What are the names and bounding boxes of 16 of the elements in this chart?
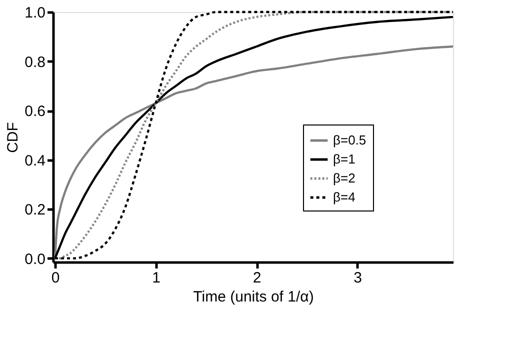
y-tick-label: 0.6 <box>24 103 46 120</box>
x-tick-label: 1 <box>152 270 160 286</box>
y-tick-label: 1.0 <box>24 4 46 22</box>
y-tick-label: 0.0 <box>24 250 46 268</box>
x-axis-title: Time (units of 1/α) <box>193 288 314 306</box>
y-tick-label: 0.4 <box>24 152 46 170</box>
legend-label: β=0.5 <box>333 132 366 148</box>
legend-label: β=1 <box>333 152 356 166</box>
legend-label: β=4 <box>333 190 356 204</box>
x-tick-label: 2 <box>252 270 262 286</box>
legend-label: β=2 <box>333 170 356 186</box>
y-tick-label: 0.2 <box>24 202 46 219</box>
y-axis-title: CDF <box>4 122 22 153</box>
x-tick-label: 3 <box>354 270 362 286</box>
y-tick-label: 0.8 <box>24 54 46 71</box>
x-tick-label: 0 <box>51 270 60 286</box>
